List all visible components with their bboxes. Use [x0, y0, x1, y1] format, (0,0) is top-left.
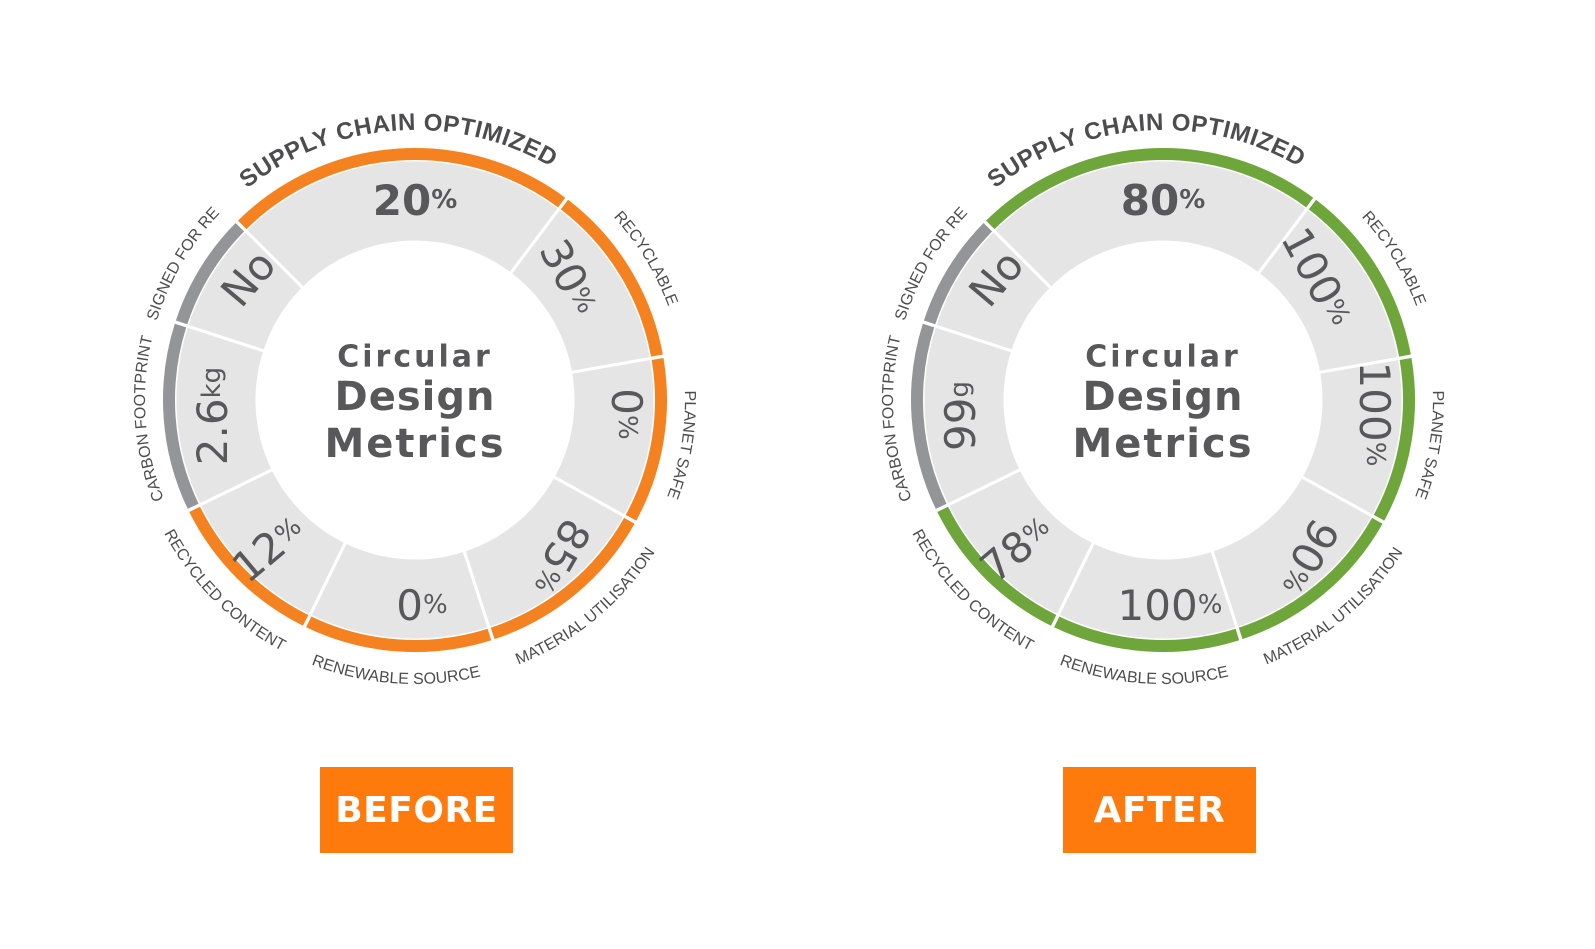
before-ring-renewable-source [306, 616, 492, 652]
after-center-title-line2: Design [1083, 374, 1244, 420]
before-value-planet-safe: 0% [603, 388, 652, 439]
before-label-carbon-footprint: CARBON FOOTPRINT [132, 334, 168, 504]
after-ring-recyclable [1308, 199, 1411, 357]
before-ring-planet-safe [625, 357, 667, 521]
after-label-planet-safe: PLANET SAFE [1411, 390, 1446, 501]
after-ring-designed-for-reuse [923, 223, 993, 325]
before-center-disc [259, 244, 571, 556]
before-label-designed-for-reuse: DESIGNED FOR REUSE [0, 0, 223, 322]
before-value-renewable-source: 0% [396, 581, 447, 630]
after-segment-designed-for-reuse [932, 228, 1054, 354]
after-ring-planet-safe [1373, 357, 1415, 521]
before-ring-recycled-content [189, 506, 309, 626]
before-ring-supply-chain [238, 148, 566, 230]
after-label-renewable-source: RENEWABLE SOURCE [1058, 652, 1230, 688]
before-segment-supply-chain [243, 158, 562, 291]
before-ring-carbon-footprint [163, 323, 199, 509]
before-ring-material-utilisation [490, 517, 635, 640]
after-value-carbon-footprint: 99g [936, 381, 985, 451]
after-ring-carbon-footprint [911, 323, 947, 509]
after-label-carbon-footprint: CARBON FOOTPRINT [880, 334, 916, 504]
after-label-designed-for-reuse: DESIGNED FOR REUSE [742, 0, 971, 322]
before-wheel-svg: SUPPLY CHAIN OPTIMIZED20%RECYCLABLE30%PL… [0, 0, 698, 688]
after-value-supply-chain: 80% [1121, 176, 1206, 225]
after-wheel-svg: SUPPLY CHAIN OPTIMIZED80%RECYCLABLE100%P… [742, 0, 1446, 688]
after-badge: AFTER [1063, 767, 1256, 853]
before-center-title-line3: Metrics [324, 421, 505, 467]
after-ring-renewable-source [1054, 616, 1240, 652]
before-ring-recyclable [560, 199, 663, 357]
after-center-title-line1: Circular [1085, 340, 1241, 375]
after-value-planet-safe: 100% [1351, 362, 1400, 467]
after-segment-supply-chain [991, 158, 1310, 291]
before-label-planet-safe: PLANET SAFE [663, 390, 698, 501]
before-metrics-wheel: SUPPLY CHAIN OPTIMIZED 20% RECYCLABLE 30% PL… [0, 0, 830, 740]
after-ring-recycled-content [937, 506, 1057, 626]
after-center-title-line3: Metrics [1072, 421, 1253, 467]
before-value-supply-chain: 20% [373, 176, 458, 225]
before-ring-designed-for-reuse [175, 223, 245, 325]
after-ring-supply-chain [986, 148, 1314, 230]
after-ring-material-utilisation [1238, 517, 1383, 640]
before-segment-designed-for-reuse [184, 228, 306, 354]
before-center-title-line1: Circular [337, 340, 493, 375]
before-value-carbon-footprint: 2.6kg [188, 367, 237, 465]
before-label-renewable-source: RENEWABLE SOURCE [310, 652, 482, 688]
after-center-disc [1007, 244, 1319, 556]
after-value-renewable-source: 100% [1118, 581, 1223, 630]
before-center-title-line2: Design [335, 374, 496, 420]
before-badge: BEFORE [320, 767, 513, 853]
after-metrics-wheel: SUPPLY CHAIN OPTIMIZED 80% RECYCLABLE 100% P… [742, 0, 1578, 740]
